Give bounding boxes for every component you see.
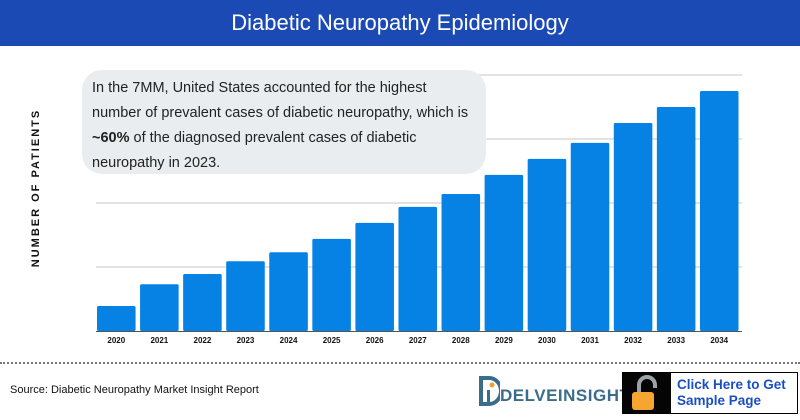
bar-2020 bbox=[97, 306, 136, 331]
bar-chart: 2020 2021 2022 2023 2024 2025 2026 2027 2028 2029… bbox=[96, 74, 742, 345]
x-tick-label: 2027 bbox=[409, 336, 427, 345]
bar-2030 bbox=[527, 158, 567, 331]
bar-2025 bbox=[312, 238, 351, 331]
x-tick-label: 2024 bbox=[280, 336, 298, 345]
x-tick-label: 2029 bbox=[495, 336, 513, 345]
x-tick-label: 2032 bbox=[624, 336, 642, 345]
delveinsight-logo: DELVEINSIGHT bbox=[478, 376, 630, 406]
logo-mark-icon bbox=[479, 376, 500, 406]
bar-2027 bbox=[398, 206, 438, 331]
bar-2029 bbox=[484, 174, 524, 331]
bar-2021 bbox=[140, 284, 179, 331]
bar-2022 bbox=[183, 274, 222, 331]
bar-2023 bbox=[226, 261, 265, 331]
bar-2024 bbox=[269, 252, 308, 331]
x-tick-label: 2028 bbox=[452, 336, 470, 345]
x-tick-label: 2026 bbox=[366, 336, 384, 345]
bar-2034 bbox=[699, 91, 739, 331]
x-tick-label: 2030 bbox=[538, 336, 556, 345]
x-tick-label: 2021 bbox=[150, 336, 168, 345]
x-tick-label: 2020 bbox=[107, 336, 125, 345]
bar-2031 bbox=[570, 142, 610, 331]
footer-divider bbox=[0, 362, 800, 364]
sample-page-button[interactable]: Click Here to Get Sample Page bbox=[622, 372, 798, 414]
callout-text-1: In the 7MM, United States accounted for … bbox=[92, 80, 469, 121]
callout-text-2: of the diagnosed prevalent cases of diab… bbox=[92, 130, 417, 171]
x-tick-label: 2033 bbox=[667, 336, 685, 345]
bar-2033 bbox=[656, 107, 696, 331]
bar-2032 bbox=[613, 123, 653, 331]
bar-2028 bbox=[441, 194, 481, 331]
x-tick-label: 2031 bbox=[581, 336, 599, 345]
source-note: Source: Diabetic Neuropathy Market Insig… bbox=[10, 384, 259, 396]
chart-title: Diabetic Neuropathy Epidemiology bbox=[0, 0, 800, 46]
unlock-icon bbox=[623, 373, 671, 413]
cta-label: Click Here to Get Sample Page bbox=[677, 377, 786, 408]
callout-highlight: ~60% bbox=[92, 130, 130, 146]
x-tick-label: 2025 bbox=[323, 336, 341, 345]
bar-2026 bbox=[355, 222, 394, 331]
callout-box: In the 7MM, United States accounted for … bbox=[82, 70, 486, 174]
x-tick-label: 2023 bbox=[237, 336, 255, 345]
x-tick-label: 2022 bbox=[194, 336, 212, 345]
x-tick-label: 2034 bbox=[710, 336, 728, 345]
logo-text: DELVEINSIGHT bbox=[500, 386, 631, 405]
